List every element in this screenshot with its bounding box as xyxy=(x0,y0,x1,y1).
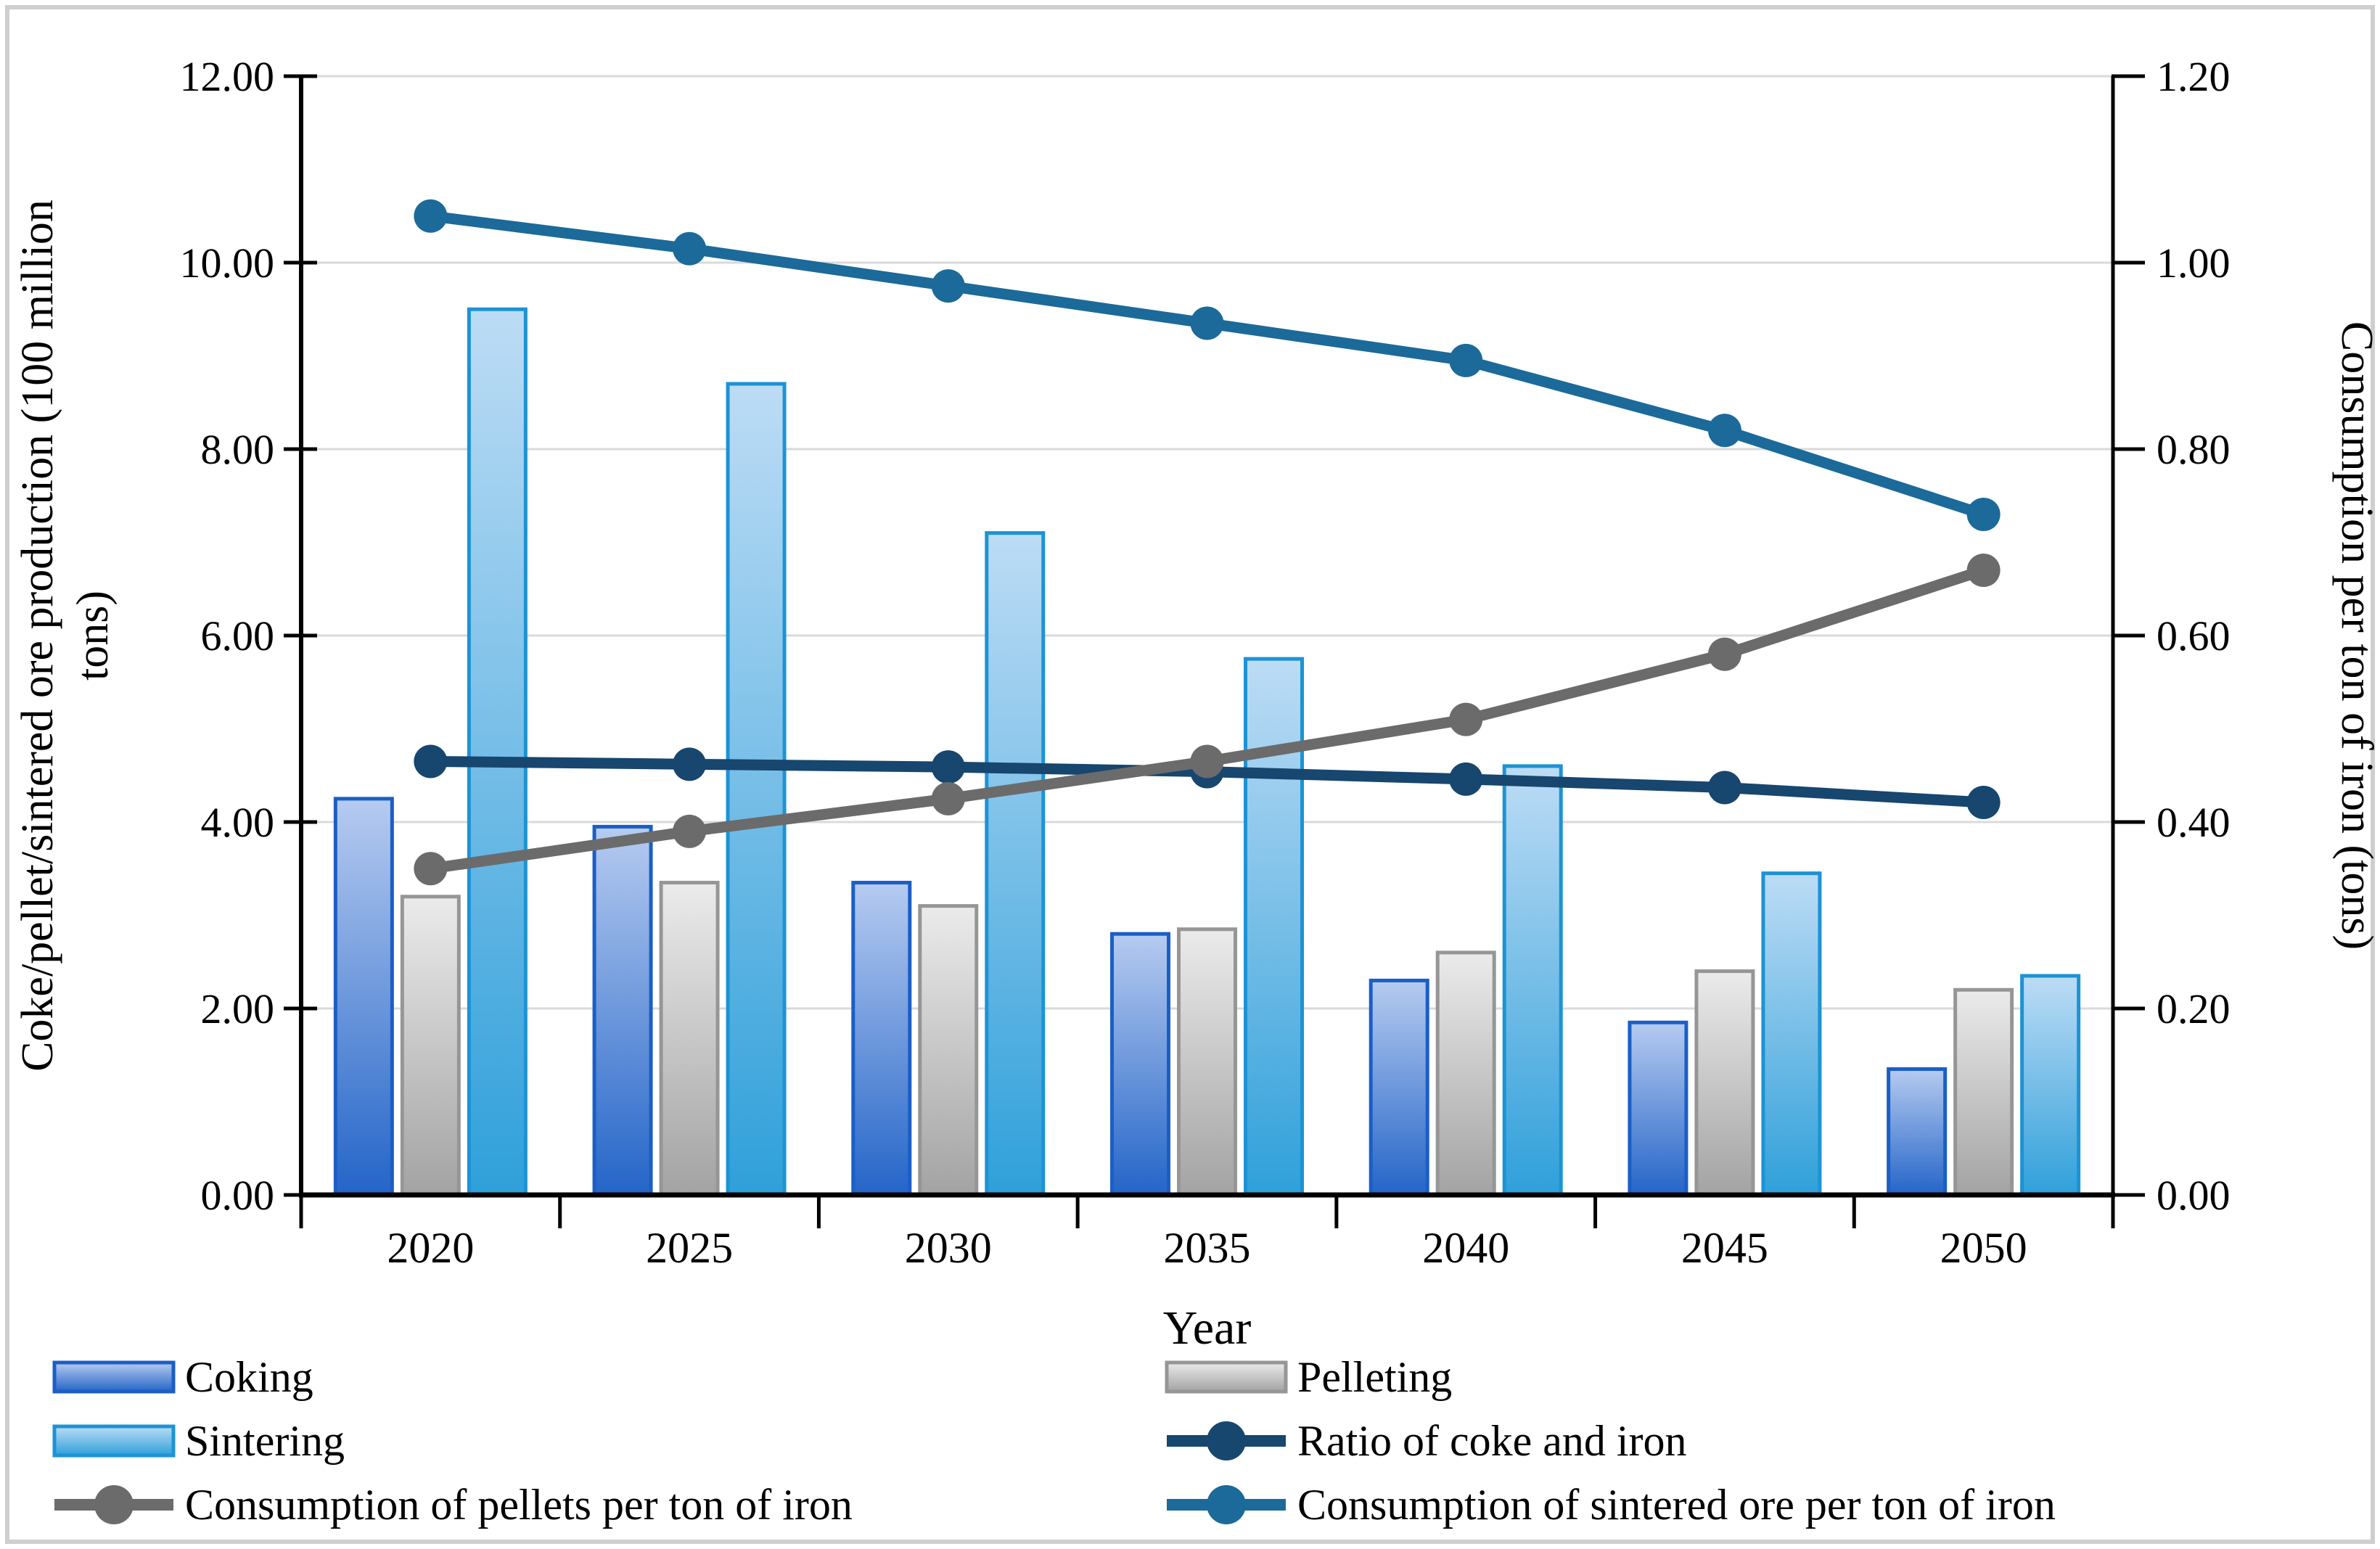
bar-sintering-2030 xyxy=(985,531,1046,1197)
right-axis-tick-label: 0.00 xyxy=(2157,1172,2231,1219)
marker-consumption-of-pellets-per-ton-of-iron-2050 xyxy=(1966,554,2001,588)
bar-coking-2050 xyxy=(1887,1067,1948,1197)
legend-item-consumption-of-pellets-per-ton-of-iron: Consumption of pellets per ton of iron xyxy=(54,1481,853,1529)
marker-ratio-of-coke-and-iron-2040 xyxy=(1449,762,1483,796)
marker-consumption-of-sintered-ore-per-ton-of-iron-2025 xyxy=(673,231,707,266)
right-axis-tick-label: 0.40 xyxy=(2157,799,2231,846)
legend-swatch-sintering xyxy=(52,1424,176,1458)
marker-consumption-of-sintered-ore-per-ton-of-iron-2020 xyxy=(414,199,448,233)
marker-consumption-of-pellets-per-ton-of-iron-2025 xyxy=(673,814,707,848)
legend-label-pelleting: Pelleting xyxy=(1297,1353,1452,1401)
right-axis-tick-label: 0.20 xyxy=(2157,985,2231,1032)
right-axis-tick-label: 0.80 xyxy=(2157,426,2231,473)
marker-ratio-of-coke-and-iron-2050 xyxy=(1966,786,2001,820)
bar-pelleting-2020 xyxy=(400,895,461,1197)
legend-label-sintering: Sintering xyxy=(185,1417,345,1465)
bar-coking-2035 xyxy=(1110,932,1170,1197)
bar-pelleting-2025 xyxy=(659,881,720,1197)
marker-consumption-of-sintered-ore-per-ton-of-iron-2045 xyxy=(1707,414,1741,448)
bar-sintering-2040 xyxy=(1502,764,1563,1197)
x-axis-category-label: 2025 xyxy=(646,1224,733,1272)
bar-sintering-2045 xyxy=(1761,871,1822,1197)
left-axis-title: Coke/pellet/sintered ore production (100… xyxy=(13,200,118,1072)
x-axis-category-label: 2035 xyxy=(1164,1224,1251,1272)
legend-item-sintering: Sintering xyxy=(52,1417,345,1465)
left-axis-tick-label: 6.00 xyxy=(201,612,275,660)
x-axis-title: Year xyxy=(1163,1302,1252,1355)
right-axis-tick-label: 1.20 xyxy=(2157,53,2231,100)
marker-consumption-of-sintered-ore-per-ton-of-iron-2050 xyxy=(1966,497,2001,531)
x-axis-category-label: 2030 xyxy=(905,1224,992,1272)
marker-consumption-of-pellets-per-ton-of-iron-2045 xyxy=(1707,637,1741,671)
legend-swatch-coking xyxy=(52,1360,176,1394)
marker-consumption-of-sintered-ore-per-ton-of-iron-2030 xyxy=(931,269,965,303)
legend-item-consumption-of-sintered-ore-per-ton-of-iron: Consumption of sintered ore per ton of i… xyxy=(1167,1481,2056,1529)
bar-coking-2030 xyxy=(851,881,912,1197)
marker-consumption-of-sintered-ore-per-ton-of-iron-2035 xyxy=(1190,306,1224,340)
marker-consumption-of-pellets-per-ton-of-iron-2020 xyxy=(414,852,448,886)
bar-coking-2025 xyxy=(592,824,653,1197)
x-axis-category-label: 2040 xyxy=(1422,1224,1509,1272)
legend-marker-consumption-of-sintered-ore-per-ton-of-iron xyxy=(1207,1485,1246,1524)
left-axis-tick-label: 10.00 xyxy=(180,239,275,287)
legend-label-consumption-of-pellets-per-ton-of-iron: Consumption of pellets per ton of iron xyxy=(185,1481,853,1529)
right-axis-tick-label: 0.60 xyxy=(2157,612,2231,660)
marker-ratio-of-coke-and-iron-2025 xyxy=(673,747,707,781)
x-axis-category-label: 2050 xyxy=(1940,1224,2027,1272)
bar-pelleting-2030 xyxy=(918,904,979,1197)
legend-marker-ratio-of-coke-and-iron xyxy=(1207,1421,1246,1460)
bar-sintering-2035 xyxy=(1244,657,1304,1197)
bar-pelleting-2045 xyxy=(1694,969,1755,1197)
bar-coking-2045 xyxy=(1628,1020,1688,1197)
legend-label-ratio-of-coke-and-iron: Ratio of coke and iron xyxy=(1297,1417,1687,1465)
bar-coking-2040 xyxy=(1368,978,1429,1197)
bar-pelleting-2040 xyxy=(1435,950,1496,1197)
marker-ratio-of-coke-and-iron-2045 xyxy=(1707,771,1741,805)
bar-coking-2020 xyxy=(333,797,394,1197)
legend-label-consumption-of-sintered-ore-per-ton-of-iron: Consumption of sintered ore per ton of i… xyxy=(1297,1481,2056,1529)
marker-consumption-of-sintered-ore-per-ton-of-iron-2040 xyxy=(1449,343,1483,377)
left-axis-tick-label: 4.00 xyxy=(201,799,275,846)
right-axis-title: Consumption per ton of iron (tons) xyxy=(2332,321,2380,950)
marker-consumption-of-pellets-per-ton-of-iron-2030 xyxy=(931,781,965,815)
legend-item-pelleting: Pelleting xyxy=(1165,1353,1452,1401)
legend-marker-consumption-of-pellets-per-ton-of-iron xyxy=(94,1485,134,1524)
x-axis-category-label: 2020 xyxy=(387,1224,474,1272)
legend-item-ratio-of-coke-and-iron: Ratio of coke and iron xyxy=(1167,1417,1687,1465)
bar-pelleting-2035 xyxy=(1177,927,1237,1197)
legend-item-coking: Coking xyxy=(52,1353,313,1401)
marker-ratio-of-coke-and-iron-2030 xyxy=(931,750,965,784)
bar-pelleting-2050 xyxy=(1953,987,2014,1197)
legend-label-coking: Coking xyxy=(185,1353,313,1401)
left-axis-tick-label: 12.00 xyxy=(180,53,275,100)
bar-sintering-2020 xyxy=(467,307,528,1197)
left-axis-tick-label: 2.00 xyxy=(201,985,275,1032)
right-axis-tick-label: 1.00 xyxy=(2157,239,2231,287)
marker-consumption-of-pellets-per-ton-of-iron-2040 xyxy=(1449,702,1483,736)
marker-ratio-of-coke-and-iron-2020 xyxy=(414,744,448,778)
left-axis-tick-label: 0.00 xyxy=(201,1172,275,1219)
x-axis-category-label: 2045 xyxy=(1681,1224,1768,1272)
left-axis-tick-label: 8.00 xyxy=(201,426,275,473)
legend-swatch-pelleting xyxy=(1165,1360,1288,1394)
marker-consumption-of-pellets-per-ton-of-iron-2035 xyxy=(1190,744,1224,778)
bar-sintering-2025 xyxy=(726,382,787,1197)
bar-sintering-2050 xyxy=(2020,974,2081,1197)
